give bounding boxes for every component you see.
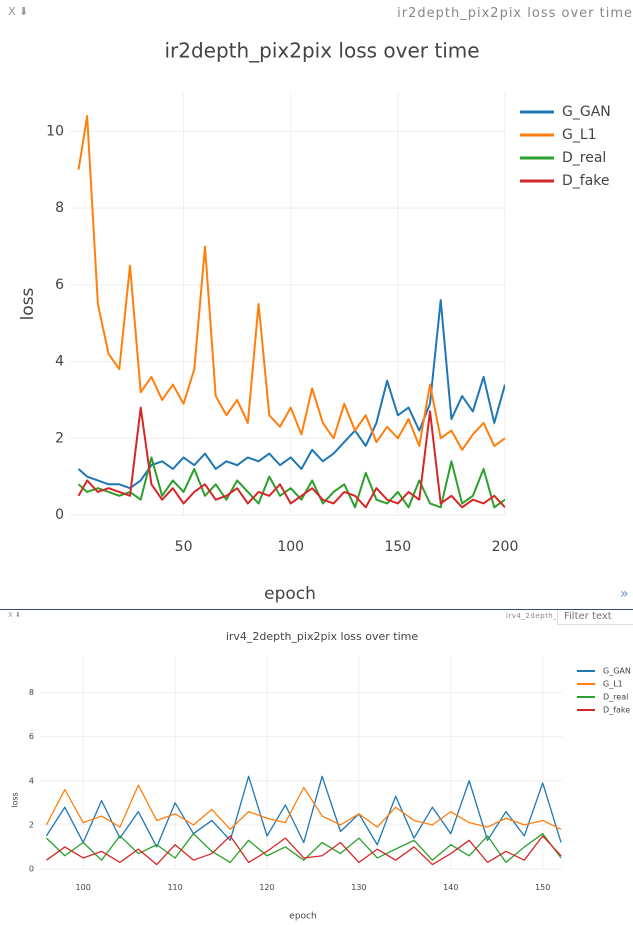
series-line [77, 299, 505, 490]
y-axis-label: loss [11, 792, 20, 807]
legend-label: D_fake [562, 173, 610, 189]
series-line [46, 835, 562, 866]
x-tick-label: 100 [277, 539, 304, 555]
x-tick-label: 150 [384, 539, 411, 555]
chart-title: ir2depth_pix2pix loss over time [164, 39, 479, 63]
series-line [77, 115, 505, 451]
y-tick-label: 6 [55, 277, 64, 293]
chart: irv4_2depth_pix2pix loss over time 0 2 4 6 8 1… [11, 630, 631, 922]
legend-label: D_real [603, 693, 628, 702]
download-button[interactable]: ⬇ [19, 5, 29, 18]
y-tick-label: 8 [29, 688, 34, 697]
close-button[interactable]: X [8, 611, 13, 619]
legend-label: D_real [562, 150, 606, 166]
y-tick-label: 8 [55, 200, 64, 216]
pane: X ⬇ ir2depth_pix2pix loss over time » ir… [0, 5, 633, 610]
legend-label: G_L1 [603, 680, 623, 689]
y-tick-label: 2 [29, 820, 34, 829]
series-line [77, 456, 505, 509]
series-line [45, 784, 562, 830]
pane-title: ir2depth_pix2pix loss over time [397, 6, 633, 21]
legend-label: G_L1 [562, 127, 597, 143]
x-tick-label: 200 [492, 539, 519, 555]
x-axis-label: epoch [264, 584, 316, 604]
filter-input[interactable] [557, 610, 633, 625]
close-button[interactable]: X [8, 5, 16, 18]
x-tick-label: 50 [175, 539, 193, 555]
y-tick-label: 2 [55, 430, 64, 446]
x-tick-label: 130 [351, 883, 366, 892]
download-button[interactable]: ⬇ [15, 611, 21, 619]
x-tick-label: 100 [76, 883, 91, 892]
pane-title: irv4_2depth_pix2pix loss over time [506, 612, 556, 620]
series-line [45, 833, 562, 864]
chart-title: irv4_2depth_pix2pix loss over time [226, 630, 419, 643]
y-tick-label: 4 [29, 776, 34, 785]
x-tick-label: 110 [167, 883, 182, 892]
series-line [77, 406, 505, 509]
x-tick-label: 140 [443, 883, 458, 892]
pane: X ⬇ irv4_2depth_pix2pix loss over time i… [0, 610, 633, 925]
y-tick-label: 0 [55, 507, 64, 523]
y-tick-label: 10 [46, 123, 64, 139]
legend-label: G_GAN [603, 667, 631, 676]
x-tick-label: 120 [259, 883, 274, 892]
y-tick-label: 4 [55, 354, 64, 370]
y-tick-label: 0 [29, 865, 34, 874]
series-line [45, 775, 562, 848]
expand-button[interactable]: » [620, 586, 629, 602]
x-tick-label: 150 [535, 883, 550, 892]
y-axis-label: loss [18, 287, 38, 320]
y-tick-label: 6 [29, 732, 34, 741]
chart: ir2depth_pix2pix loss over time 0 2 4 6 8 10 50… [18, 39, 611, 605]
legend-label: D_fake [603, 706, 630, 715]
x-axis-label: epoch [289, 912, 316, 922]
legend-label: G_GAN [562, 104, 611, 120]
